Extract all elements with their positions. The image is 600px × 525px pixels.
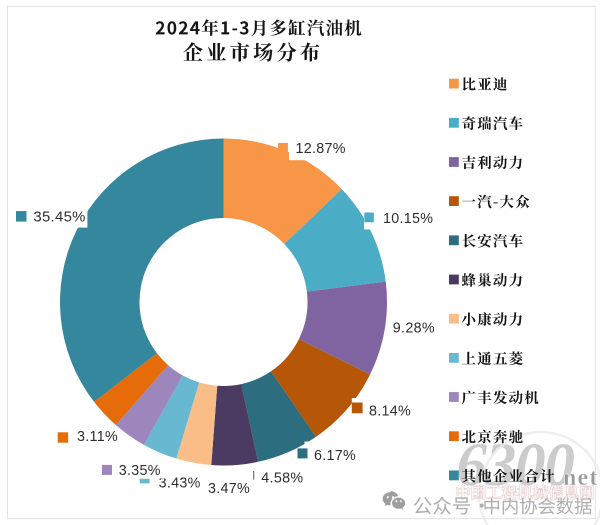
svg-text:3.47%: 3.47%	[208, 481, 250, 497]
svg-text:3.43%: 3.43%	[159, 475, 201, 491]
svg-text:4.58%: 4.58%	[261, 470, 303, 486]
svg-text:9.28%: 9.28%	[393, 320, 435, 336]
svg-text:12.87%: 12.87%	[296, 141, 346, 157]
svg-text:10.15%: 10.15%	[383, 211, 433, 227]
svg-text:35.45%: 35.45%	[33, 209, 85, 225]
svg-text:8.14%: 8.14%	[369, 404, 411, 420]
svg-text:6.17%: 6.17%	[314, 448, 356, 464]
svg-text:3.35%: 3.35%	[119, 463, 161, 479]
svg-text:3.11%: 3.11%	[77, 429, 118, 445]
